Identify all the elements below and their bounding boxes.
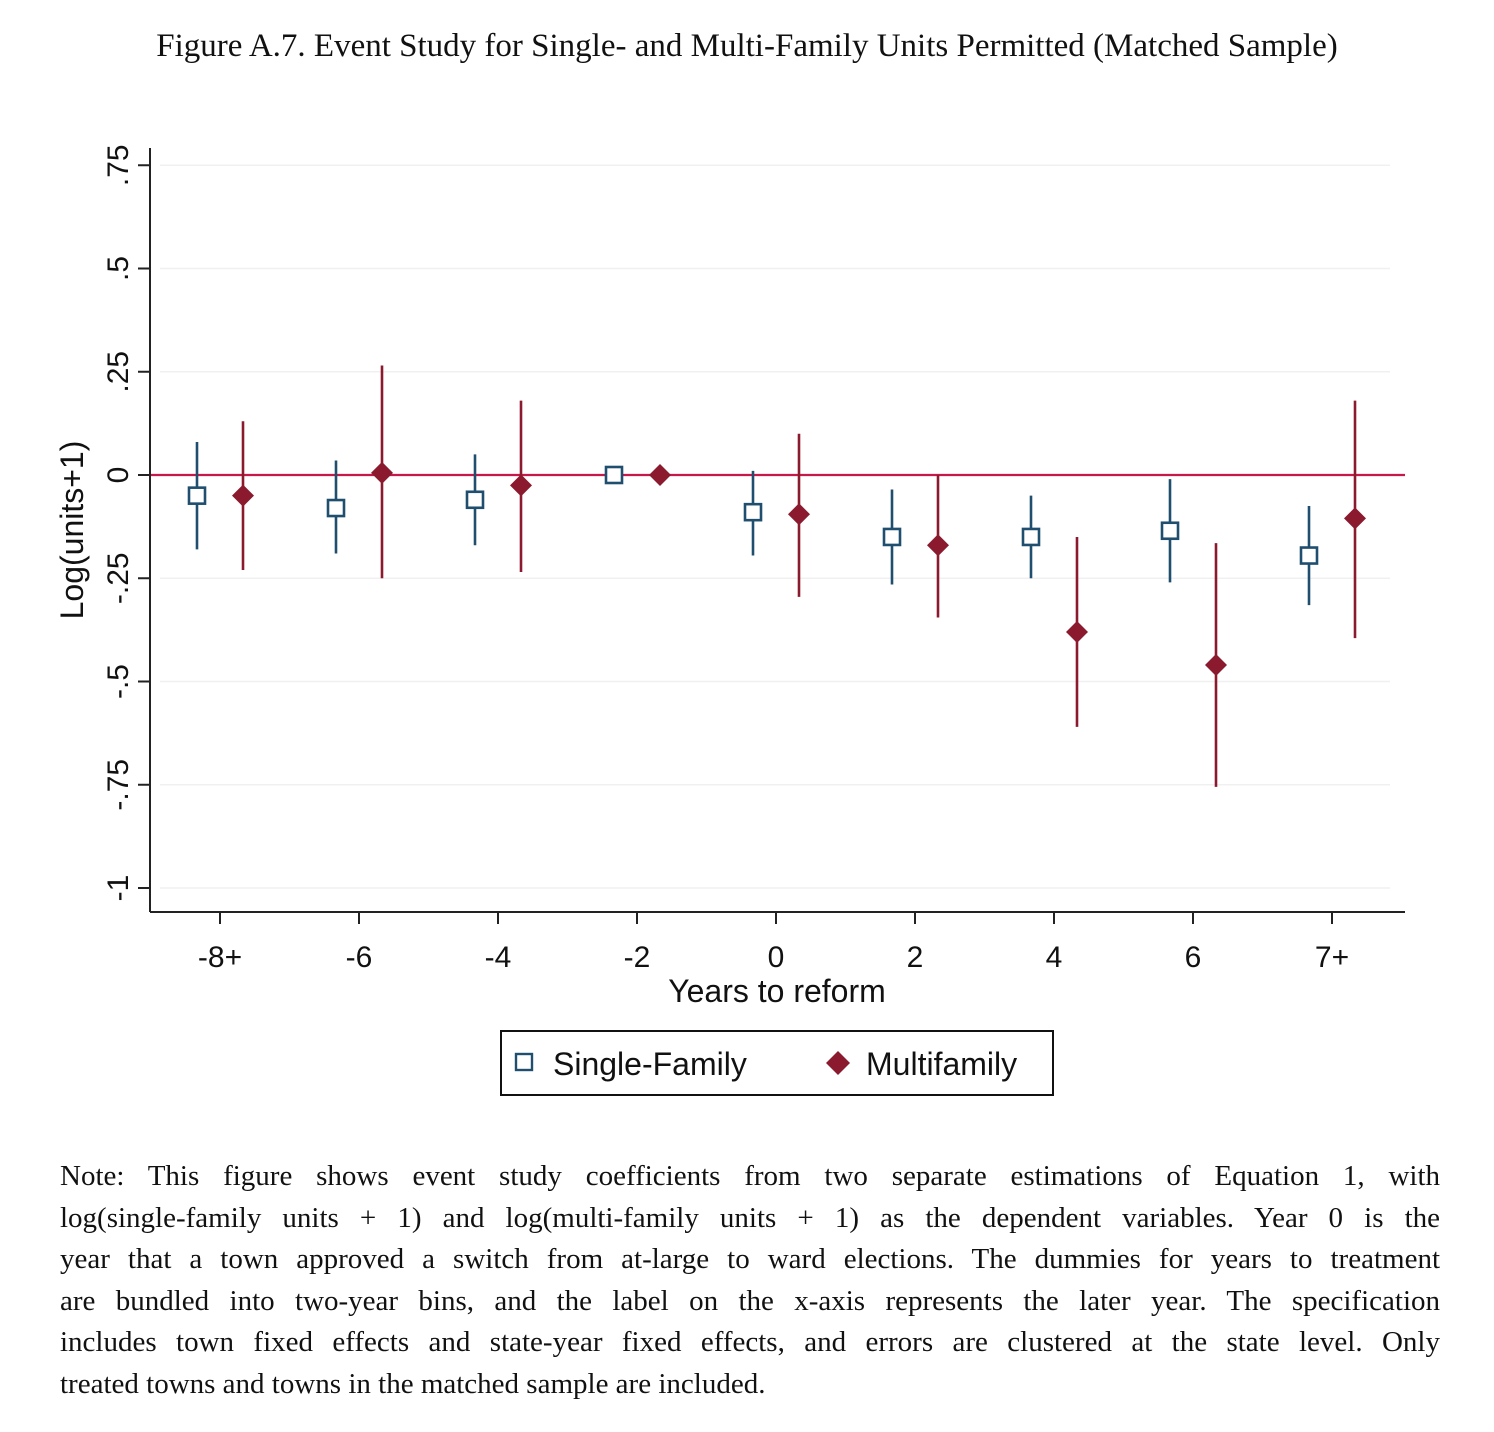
single-family-point (743, 502, 763, 522)
x-tick-label: 4 (1046, 941, 1063, 974)
single-family-point (604, 465, 624, 485)
grid-lines (160, 164, 1390, 889)
axes: -1 -.75 -.5 -.25 0 .25 .5 .75 -8+ -6 -4 -2 0 2 4 6 7+ (102, 144, 1405, 974)
x-tick-label: -8+ (198, 941, 242, 974)
multifamily-point (927, 534, 949, 557)
note-line: are bundled into two-year bins, and the … (60, 1284, 1440, 1317)
figure-title: Figure A.7. Event Study for Single- and … (156, 28, 1338, 64)
y-tick-label: .5 (102, 256, 135, 281)
multifamily-point (649, 464, 671, 486)
y-tick-label: -.75 (102, 759, 135, 811)
legend: Single-Family Multifamily (500, 1030, 1054, 1096)
figure-note: Note: This figure shows event study coef… (60, 1156, 1440, 1405)
note-line: Note: This figure shows event study coef… (60, 1160, 1440, 1192)
multifamily-point (1205, 653, 1227, 676)
y-tick-label: .75 (102, 144, 135, 186)
x-tick-label: -2 (624, 941, 651, 974)
y-tick-label: 0 (102, 467, 135, 484)
legend-multifamily-marker (826, 1051, 850, 1075)
legend-box (500, 1030, 1054, 1096)
single-family-point (1021, 527, 1041, 547)
x-tick-label: 2 (907, 941, 924, 974)
x-tick-label: 7+ (1315, 941, 1349, 974)
x-tick-label: -6 (346, 941, 373, 974)
y-tick-label: -.5 (102, 664, 135, 699)
y-tick-label: -.25 (102, 552, 135, 604)
legend-single-family-label: Single-Family (553, 1046, 747, 1082)
x-tick-label: 0 (768, 941, 785, 974)
x-axis-label: Years to reform (668, 973, 886, 1009)
note-line: year that a town approved a switch from … (60, 1243, 1440, 1275)
multifamily-point (1066, 620, 1088, 643)
single-family-point (1160, 521, 1180, 541)
x-tick-label: -4 (485, 941, 512, 974)
multifamily-point (788, 503, 810, 526)
x-tick-label: 6 (1185, 941, 1202, 974)
single-family-point (187, 486, 207, 505)
single-family-point (1299, 546, 1319, 565)
event-study-chart: -1 -.75 -.5 -.25 0 .25 .5 .75 -8+ -6 -4 -2 0 2 4 6 7+ Lo… (54, 144, 1405, 1096)
note-line: log(single-family units + 1) and log(mul… (60, 1201, 1440, 1234)
note-line: treated towns and towns in the matched s… (60, 1367, 766, 1400)
multifamily-point (510, 474, 532, 497)
series-multifamily (232, 365, 1366, 787)
series-layer (187, 365, 1366, 787)
multifamily-point (371, 461, 393, 484)
multifamily-point (1344, 507, 1366, 530)
y-tick-label: .25 (102, 351, 135, 393)
series-single-family (187, 441, 1319, 606)
note-line: includes town fixed effects and state-ye… (60, 1326, 1440, 1358)
single-family-point (326, 498, 346, 518)
y-axis-label: Log(units+1) (54, 441, 90, 620)
y-tick-label: -1 (102, 875, 135, 902)
single-family-point (465, 490, 485, 510)
single-family-point (882, 527, 902, 547)
multifamily-point (232, 484, 254, 507)
legend-multifamily-label: Multifamily (866, 1046, 1017, 1082)
legend-single-family-marker (514, 1052, 534, 1072)
